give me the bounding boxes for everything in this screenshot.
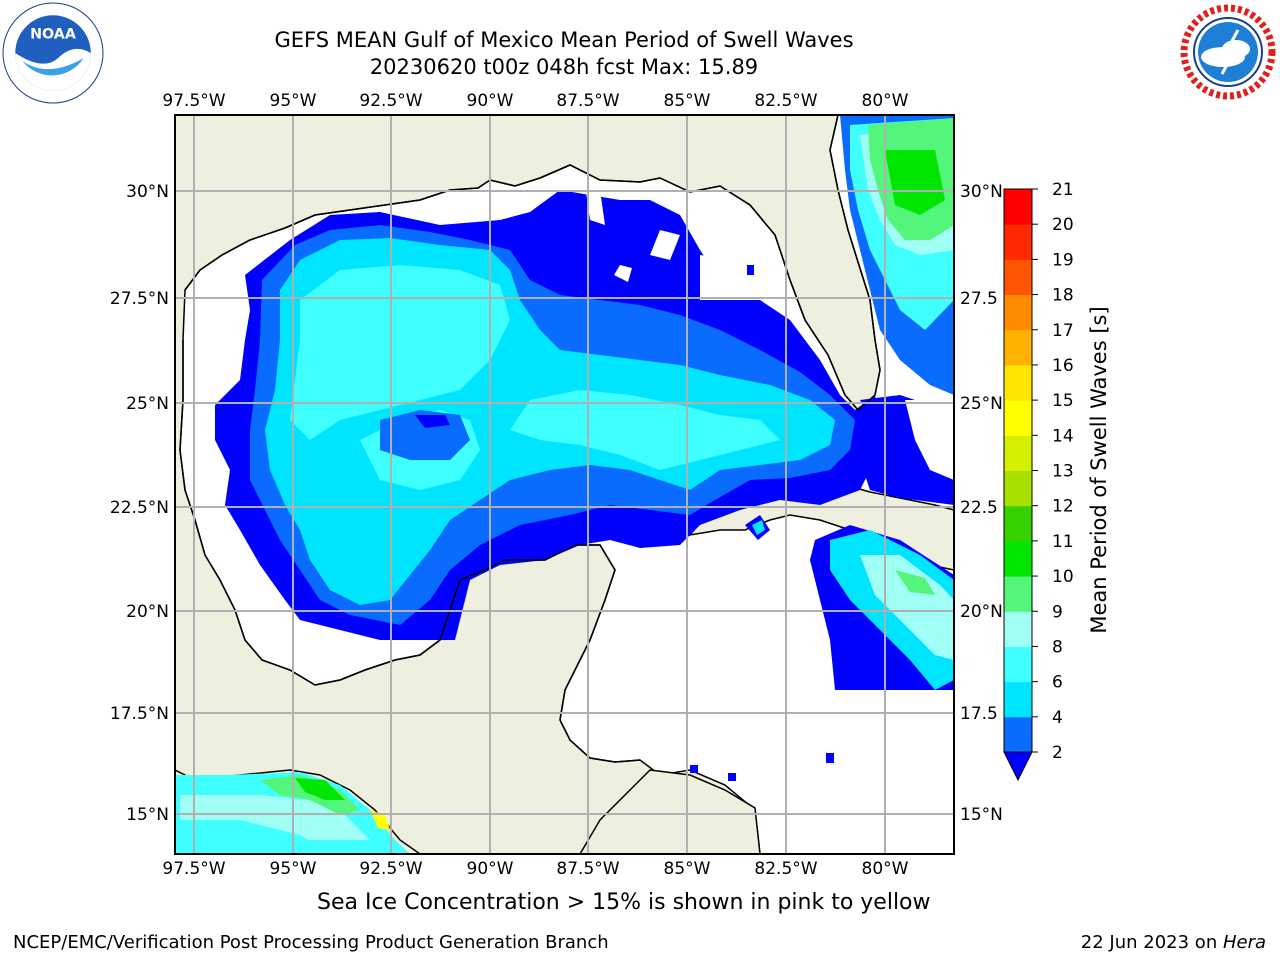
footer-credit: NCEP/EMC/Verification Post Processing Pr… [13, 932, 609, 953]
colorbar-segment [1004, 294, 1032, 331]
lon-tick: 82.5°W [754, 91, 817, 111]
lat-tick: 25°N [126, 394, 169, 414]
lat-tick: 20°N [960, 602, 1003, 622]
lon-tick: 97.5°W [162, 91, 225, 111]
lon-tick: 85°W [664, 91, 711, 111]
lon-tick: 92.5°W [359, 91, 422, 111]
lat-tick: 30°N [960, 182, 1003, 202]
noaa-logo: NOAA [2, 2, 104, 104]
lon-tick: 92.5°W [359, 859, 422, 879]
colorbar-tick-label: 16 [1052, 356, 1074, 376]
colorbar-tick-label: 2 [1052, 743, 1063, 763]
colorbar-tick-label: 10 [1052, 567, 1074, 587]
lat-tick: 30°N [126, 182, 169, 202]
colorbar-tick-label: 17 [1052, 321, 1074, 341]
lat-ticks-left: 30°N 27.5°N 25°N 22.5°N 20°N 17.5°N 15°N [110, 182, 169, 825]
colorbar-tick-label: 12 [1052, 497, 1074, 517]
colorbar-tick-label: 9 [1052, 602, 1063, 622]
lat-tick: 15°N [126, 805, 169, 825]
colorbar: 2 4 6 8 9 10 11 12 13 14 15 16 17 18 19 20 21 [1003, 180, 1074, 782]
lon-tick: 80°W [862, 859, 909, 879]
lon-ticks-bottom: 97.5°W 95°W 92.5°W 90°W 87.5°W 85°W 82.5… [162, 859, 908, 879]
colorbar-segment [1004, 329, 1032, 366]
lat-tick: 22.5°N [110, 498, 169, 518]
lat-tick: 27.5°N [110, 289, 169, 309]
lon-tick: 97.5°W [162, 859, 225, 879]
coastlines [179, 115, 881, 763]
lat-tick: 22.5 [960, 498, 998, 518]
lat-tick: 15°N [960, 805, 1003, 825]
colorbar-segment [1004, 540, 1032, 577]
lat-tick: 27.5 [960, 289, 998, 309]
nws-logo [1179, 3, 1277, 101]
lon-tick: 90°W [467, 859, 514, 879]
lon-tick: 95°W [270, 91, 317, 111]
colorbar-tick-label: 13 [1052, 462, 1074, 482]
footer-date: 22 Jun 2023 on Hera [1081, 932, 1266, 953]
svg-text:NOAA: NOAA [30, 27, 76, 43]
footer-date-text: 22 Jun 2023 on [1080, 932, 1223, 953]
lon-ticks-top: 97.5°W 95°W 92.5°W 90°W 87.5°W 85°W 82.5… [162, 91, 908, 111]
colorbar-tick-label: 21 [1052, 180, 1074, 200]
lat-ticks-right: 30°N 27.5 25°N 22.5 20°N 17.5 15°N [960, 182, 1003, 825]
colorbar-tick-label: 18 [1052, 286, 1074, 306]
colorbar-tick-label: 20 [1052, 215, 1074, 235]
lon-tick: 80°W [862, 91, 909, 111]
colorbar-tick-label: 11 [1052, 532, 1074, 552]
sea-ice-note: Sea Ice Concentration > 15% is shown in … [317, 890, 931, 915]
colorbar-segment [1004, 681, 1032, 718]
lat-tick: 17.5°N [110, 704, 169, 724]
graticule [175, 115, 954, 854]
colorbar-segment [1004, 435, 1032, 471]
honduras-land [579, 769, 761, 854]
colorbar-tick-label: 6 [1052, 673, 1063, 693]
colorbar-tick-label: 8 [1052, 637, 1063, 657]
colorbar-tick-label: 15 [1052, 391, 1074, 411]
colorbar-segment [1004, 611, 1032, 647]
colorbar-segment [1004, 470, 1032, 507]
lat-tick: 20°N [126, 602, 169, 622]
colorbar-segment [1004, 224, 1032, 260]
lon-tick: 90°W [467, 91, 514, 111]
lon-tick: 82.5°W [754, 859, 817, 879]
footer-host: Hera [1222, 932, 1266, 953]
colorbar-segment [1004, 364, 1032, 401]
colorbar-label: Mean Period of Swell Waves [s] [1087, 306, 1111, 633]
colorbar-segment [1004, 505, 1032, 542]
colorbar-tick-label: 4 [1052, 708, 1063, 728]
lon-tick: 87.5°W [556, 859, 619, 879]
lat-tick: 25°N [960, 394, 1003, 414]
colorbar-segment [1004, 400, 1032, 436]
colorbar-segment [1004, 576, 1032, 612]
colorbar-tick-label: 14 [1052, 426, 1074, 446]
colorbar-tick-label: 19 [1052, 250, 1074, 270]
lat-tick: 17.5 [960, 704, 998, 724]
swell-contours [175, 115, 954, 854]
colorbar-segment [1004, 646, 1032, 683]
lon-tick: 95°W [270, 859, 317, 879]
map-title: GEFS MEAN Gulf of Mexico Mean Period of … [274, 28, 854, 52]
colorbar-segment [1004, 189, 1032, 225]
map-frame [174, 114, 955, 855]
map-body [175, 115, 954, 854]
colorbar-segment [1004, 716, 1032, 753]
colorbar-segment [1004, 259, 1032, 296]
lon-tick: 87.5°W [556, 91, 619, 111]
map-subtitle: 20230620 t00z 048h fcst Max: 15.89 [369, 55, 759, 79]
colorbar-extend [1003, 751, 1033, 782]
lon-tick: 85°W [664, 859, 711, 879]
